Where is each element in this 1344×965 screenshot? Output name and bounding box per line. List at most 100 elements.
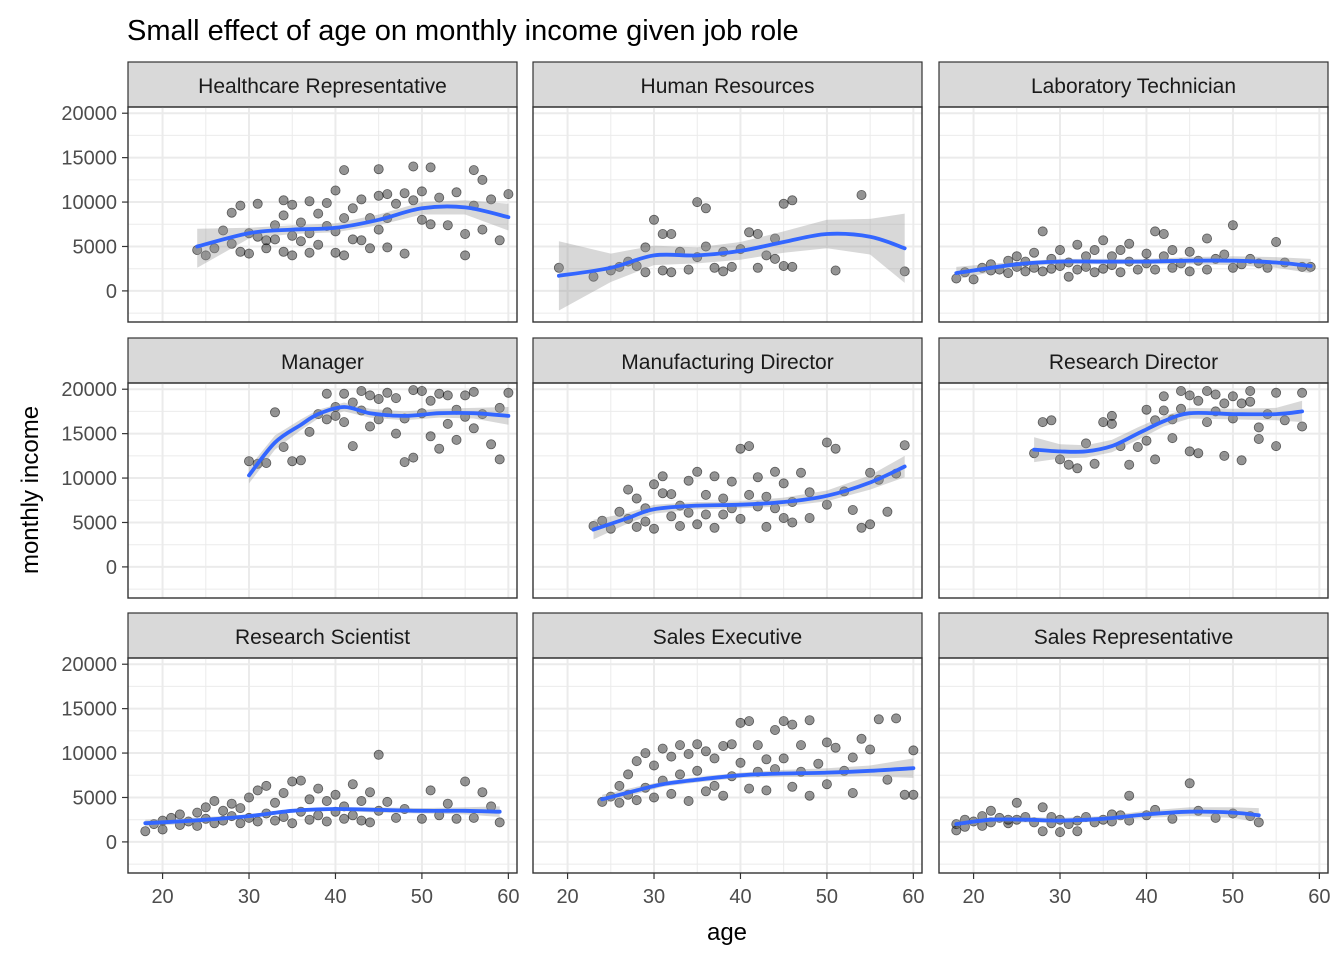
scatter-point bbox=[692, 197, 703, 208]
scatter-point bbox=[1098, 417, 1109, 428]
scatter-point bbox=[761, 250, 772, 261]
scatter-point bbox=[364, 243, 375, 254]
scatter-point bbox=[390, 812, 401, 823]
facet-panel: Sales Representative bbox=[938, 612, 1329, 874]
panel-border bbox=[127, 382, 518, 599]
scatter-point bbox=[503, 387, 514, 398]
y-tick-label: 10000 bbox=[61, 192, 117, 214]
confidence-band bbox=[197, 200, 509, 268]
scatter-point bbox=[287, 199, 298, 210]
scatter-point bbox=[425, 162, 436, 173]
scatter-point bbox=[494, 402, 505, 413]
scatter-point bbox=[856, 733, 867, 744]
facet-panel: Manufacturing Director bbox=[532, 337, 923, 599]
y-tick-label: 5000 bbox=[73, 512, 118, 534]
scatter-point bbox=[1150, 226, 1161, 237]
scatter-point bbox=[373, 164, 384, 175]
scatter-point bbox=[269, 234, 280, 245]
scatter-point bbox=[1037, 417, 1048, 428]
smooth-trend-line bbox=[195, 204, 511, 249]
scatter-point bbox=[261, 457, 272, 468]
scatter-point bbox=[657, 488, 668, 499]
scatter-point bbox=[278, 788, 289, 799]
scatter-point bbox=[295, 236, 306, 247]
scatter-point bbox=[408, 452, 419, 463]
scatter-point bbox=[675, 521, 686, 532]
scatter-point bbox=[252, 816, 263, 827]
scatter-point bbox=[434, 192, 445, 203]
scatter-point bbox=[304, 426, 315, 437]
scatter-point bbox=[1236, 398, 1247, 409]
scatter-point bbox=[718, 741, 729, 752]
scatter-point bbox=[778, 716, 789, 727]
scatter-point bbox=[339, 813, 350, 824]
scatter-point bbox=[1271, 441, 1282, 452]
scatter-point bbox=[770, 466, 781, 477]
scatter-point bbox=[416, 385, 427, 396]
scatter-point bbox=[666, 228, 677, 239]
scatter-point bbox=[709, 753, 720, 764]
scatter-point bbox=[1150, 454, 1161, 465]
x-tick-label: 30 bbox=[238, 886, 260, 908]
scatter-point bbox=[287, 250, 298, 261]
scatter-point bbox=[623, 769, 634, 780]
scatter-point bbox=[1279, 415, 1290, 426]
scatter-point bbox=[856, 189, 867, 200]
x-tick-label: 30 bbox=[1049, 886, 1071, 908]
scatter-point bbox=[683, 796, 694, 807]
scatter-point bbox=[657, 265, 668, 276]
scatter-point bbox=[390, 393, 401, 404]
scatter-point bbox=[157, 824, 168, 835]
scatter-point bbox=[1167, 433, 1178, 444]
scatter-point bbox=[304, 794, 315, 805]
scatter-point bbox=[830, 265, 841, 276]
scatter-point bbox=[744, 489, 755, 500]
scatter-point bbox=[899, 266, 910, 277]
scatter-point bbox=[278, 441, 289, 452]
y-tick-label: 20000 bbox=[61, 103, 117, 125]
scatter-point bbox=[425, 219, 436, 230]
scatter-point bbox=[709, 522, 720, 533]
y-axis-title: monthly income bbox=[17, 406, 44, 574]
smooth-trend-line bbox=[600, 766, 916, 802]
scatter-point bbox=[1089, 244, 1100, 255]
scatter-point bbox=[1219, 398, 1230, 409]
scatter-point bbox=[649, 523, 660, 534]
scatter-point bbox=[442, 798, 453, 809]
scatter-point bbox=[804, 487, 815, 498]
facet-panel: Research Scientist bbox=[127, 612, 518, 874]
scatter-point bbox=[1227, 220, 1238, 231]
scatter-point bbox=[1184, 266, 1195, 277]
scatter-point bbox=[804, 790, 815, 801]
scatter-point bbox=[364, 390, 375, 401]
scatter-point bbox=[985, 805, 996, 816]
scatter-point bbox=[339, 417, 350, 428]
scatter-point bbox=[1158, 391, 1169, 402]
scatter-point bbox=[640, 748, 651, 759]
y-tick-label: 0 bbox=[106, 832, 117, 854]
y-tick-label: 15000 bbox=[61, 699, 117, 721]
scatter-point bbox=[347, 441, 358, 452]
scatter-point bbox=[1253, 433, 1264, 444]
scatter-point bbox=[744, 227, 755, 238]
scatter-point bbox=[373, 190, 384, 201]
scatter-point bbox=[339, 388, 350, 399]
scatter-point bbox=[278, 195, 289, 206]
scatter-point bbox=[666, 267, 677, 278]
scatter-point bbox=[460, 390, 471, 401]
scatter-point bbox=[752, 740, 763, 751]
scatter-point bbox=[1297, 387, 1308, 398]
smooth-trend-line bbox=[1032, 409, 1304, 454]
scatter-point bbox=[434, 443, 445, 454]
scatter-point bbox=[614, 506, 625, 517]
scatter-point bbox=[261, 235, 272, 246]
scatter-point bbox=[692, 765, 703, 776]
scatter-point bbox=[649, 792, 660, 803]
scatter-point bbox=[1124, 459, 1135, 470]
scatter-point bbox=[1106, 410, 1117, 421]
scatter-point bbox=[830, 742, 841, 753]
x-tick-label: 60 bbox=[497, 886, 519, 908]
scatter-point bbox=[631, 756, 642, 767]
scatter-point bbox=[364, 421, 375, 432]
y-axis-ticks: 0 5000 10000 15000 20000 0 5000 10000 15000 20000… bbox=[61, 103, 128, 854]
